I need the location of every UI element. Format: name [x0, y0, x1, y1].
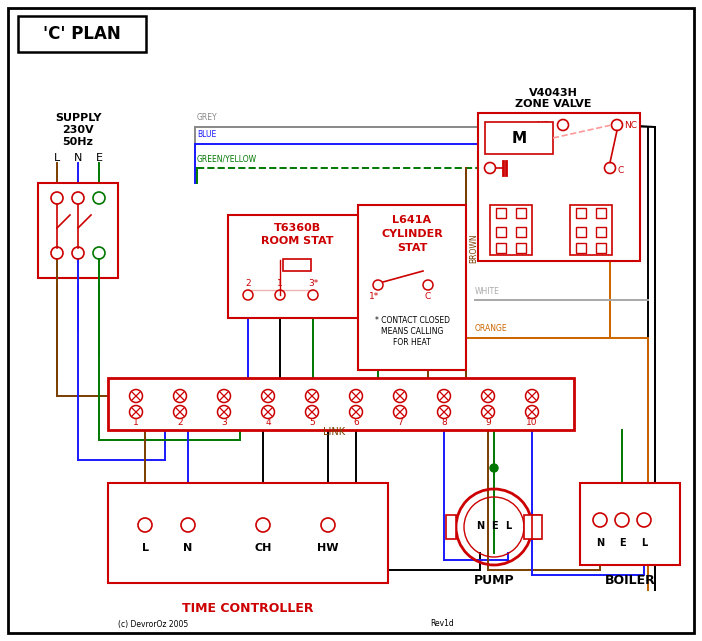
Text: PUMP: PUMP [474, 574, 515, 587]
Text: 2: 2 [245, 278, 251, 288]
Text: L: L [54, 153, 60, 163]
Text: STAT: STAT [397, 243, 428, 253]
Text: E: E [491, 521, 497, 531]
Text: 4: 4 [265, 417, 271, 426]
FancyBboxPatch shape [524, 515, 540, 539]
Text: BROWN: BROWN [469, 233, 478, 263]
Text: M: M [512, 131, 526, 146]
FancyBboxPatch shape [228, 215, 366, 318]
FancyBboxPatch shape [38, 183, 118, 278]
FancyBboxPatch shape [532, 515, 542, 539]
Text: ROOM STAT: ROOM STAT [260, 236, 333, 246]
Text: GREEN/YELLOW: GREEN/YELLOW [197, 154, 257, 163]
Text: L: L [641, 538, 647, 548]
Text: N: N [476, 521, 484, 531]
Text: 1: 1 [133, 417, 139, 426]
Text: E: E [618, 538, 625, 548]
Text: 10: 10 [526, 417, 538, 426]
FancyBboxPatch shape [108, 378, 574, 430]
Text: N: N [596, 538, 604, 548]
Bar [516, 243, 526, 253]
Text: 1*: 1* [369, 292, 379, 301]
Text: V4043H: V4043H [529, 88, 578, 98]
Text: BLUE: BLUE [197, 130, 216, 139]
FancyBboxPatch shape [485, 122, 553, 154]
Bar [516, 227, 526, 237]
Bar [596, 243, 606, 253]
Text: N: N [74, 153, 82, 163]
Text: LINK: LINK [323, 427, 345, 437]
FancyBboxPatch shape [18, 16, 146, 52]
Text: CYLINDER: CYLINDER [381, 229, 443, 239]
Text: T6360B: T6360B [274, 223, 321, 233]
FancyBboxPatch shape [8, 8, 694, 633]
Bar [576, 243, 586, 253]
Text: CH: CH [254, 543, 272, 553]
Bar [496, 243, 506, 253]
Text: 230V: 230V [62, 125, 94, 135]
Text: C: C [425, 292, 431, 301]
Text: HW: HW [317, 543, 339, 553]
FancyBboxPatch shape [490, 205, 532, 255]
Bar [283, 259, 311, 271]
Text: WHITE: WHITE [475, 287, 500, 296]
Text: BOILER: BOILER [604, 574, 656, 587]
Text: (c) DevrorOz 2005: (c) DevrorOz 2005 [118, 619, 188, 628]
FancyBboxPatch shape [358, 205, 466, 370]
Text: 'C' PLAN: 'C' PLAN [43, 25, 121, 43]
Text: MEANS CALLING: MEANS CALLING [380, 326, 443, 335]
Bar [516, 208, 526, 218]
Text: * CONTACT CLOSED: * CONTACT CLOSED [374, 315, 449, 324]
Text: C: C [618, 165, 624, 174]
Text: 50Hz: 50Hz [62, 137, 93, 147]
Text: L: L [505, 521, 511, 531]
Text: Rev1d: Rev1d [430, 619, 453, 628]
FancyBboxPatch shape [108, 483, 388, 583]
Text: N: N [183, 543, 192, 553]
Text: 6: 6 [353, 417, 359, 426]
Bar [496, 208, 506, 218]
Text: TIME CONTROLLER: TIME CONTROLLER [183, 601, 314, 615]
FancyBboxPatch shape [478, 113, 640, 261]
Text: ORANGE: ORANGE [475, 324, 508, 333]
Text: NO: NO [536, 121, 550, 129]
Text: NC: NC [624, 121, 637, 129]
FancyBboxPatch shape [580, 483, 680, 565]
Bar [596, 208, 606, 218]
Bar [576, 227, 586, 237]
Text: FOR HEAT: FOR HEAT [393, 338, 431, 347]
Text: ZONE VALVE: ZONE VALVE [515, 99, 591, 109]
Text: 8: 8 [441, 417, 447, 426]
Text: GREY: GREY [197, 113, 218, 122]
Bar [576, 208, 586, 218]
Text: SUPPLY: SUPPLY [55, 113, 101, 123]
Text: 5: 5 [309, 417, 315, 426]
Text: L: L [142, 543, 149, 553]
Bar [596, 227, 606, 237]
Text: 1: 1 [277, 278, 283, 288]
Bar [496, 227, 506, 237]
Text: 2: 2 [177, 417, 183, 426]
FancyBboxPatch shape [446, 515, 456, 539]
FancyBboxPatch shape [570, 205, 612, 255]
Text: L641A: L641A [392, 215, 432, 225]
Text: 9: 9 [485, 417, 491, 426]
Text: E: E [95, 153, 102, 163]
Text: 7: 7 [397, 417, 403, 426]
Text: 3*: 3* [308, 278, 318, 288]
Text: 3: 3 [221, 417, 227, 426]
Circle shape [490, 464, 498, 472]
